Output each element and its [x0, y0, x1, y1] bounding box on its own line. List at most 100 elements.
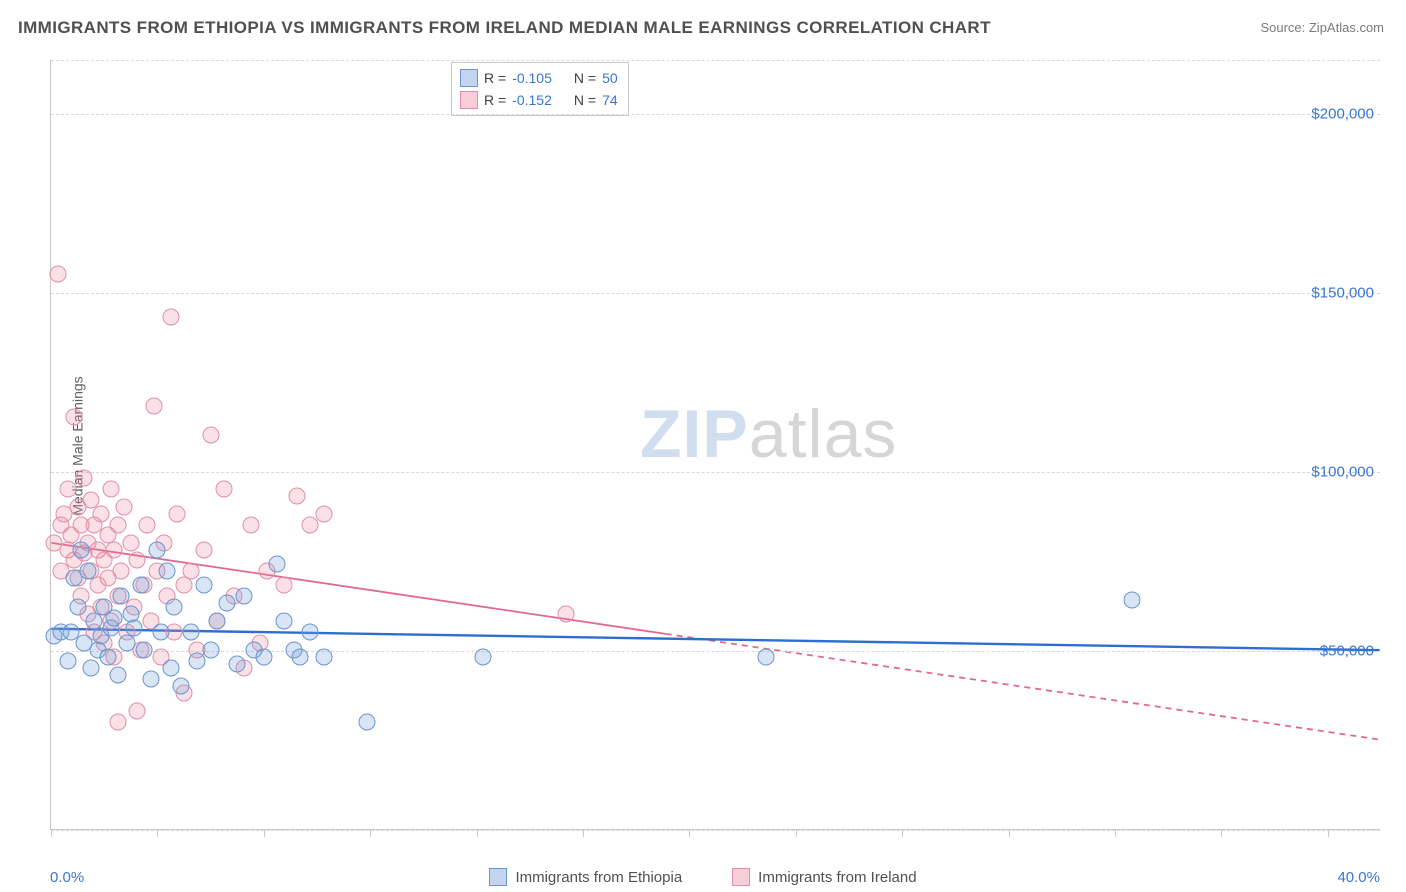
scatter-point — [209, 613, 226, 630]
scatter-point — [152, 624, 169, 641]
scatter-point — [92, 505, 109, 522]
scatter-point — [229, 656, 246, 673]
x-tick — [157, 829, 158, 837]
stat-label: N = — [574, 67, 596, 89]
scatter-point — [59, 480, 76, 497]
x-tick — [689, 829, 690, 837]
scatter-point — [72, 541, 89, 558]
scatter-point — [82, 659, 99, 676]
x-tick — [264, 829, 265, 837]
x-tick — [583, 829, 584, 837]
scatter-point — [162, 659, 179, 676]
scatter-point — [182, 624, 199, 641]
scatter-point — [219, 595, 236, 612]
scatter-point — [195, 541, 212, 558]
chart-title: IMMIGRANTS FROM ETHIOPIA VS IMMIGRANTS F… — [18, 18, 991, 38]
scatter-point — [475, 649, 492, 666]
scatter-point — [109, 667, 126, 684]
scatter-point — [112, 563, 129, 580]
scatter-point — [182, 563, 199, 580]
gridline — [51, 60, 1380, 61]
x-tick — [902, 829, 903, 837]
x-tick — [1009, 829, 1010, 837]
source-label: Source: ZipAtlas.com — [1260, 20, 1384, 35]
scatter-point — [1123, 591, 1140, 608]
scatter-point — [162, 308, 179, 325]
scatter-point — [302, 624, 319, 641]
scatter-point — [558, 606, 575, 623]
scatter-point — [69, 598, 86, 615]
scatter-point — [129, 552, 146, 569]
scatter-point — [59, 652, 76, 669]
scatter-point — [275, 613, 292, 630]
scatter-point — [255, 649, 272, 666]
scatter-point — [116, 498, 133, 515]
legend-swatch-icon — [489, 868, 507, 886]
legend-label: Immigrants from Ireland — [758, 869, 916, 886]
regression-line — [666, 634, 1380, 740]
scatter-point — [275, 577, 292, 594]
y-tick-label: $200,000 — [1311, 105, 1374, 122]
scatter-point — [159, 563, 176, 580]
legend-swatch-icon — [732, 868, 750, 886]
stat-n-value: 50 — [602, 67, 618, 89]
scatter-point — [76, 470, 93, 487]
scatter-point — [122, 534, 139, 551]
legend-swatch-icon — [460, 69, 478, 87]
y-tick-label: $150,000 — [1311, 284, 1374, 301]
regression-lines-layer — [51, 60, 1380, 829]
correlation-stats-box: R =-0.105N =50R =-0.152N =74 — [451, 62, 629, 116]
gridline — [51, 293, 1380, 294]
legend-item: Immigrants from Ireland — [732, 868, 916, 886]
scatter-point — [126, 620, 143, 637]
scatter-point — [202, 427, 219, 444]
stat-label: R = — [484, 89, 506, 111]
scatter-point — [112, 588, 129, 605]
stat-r-value: -0.105 — [512, 67, 552, 89]
legend-item: Immigrants from Ethiopia — [489, 868, 682, 886]
x-tick — [1115, 829, 1116, 837]
legend-swatch-icon — [460, 91, 478, 109]
scatter-point — [109, 713, 126, 730]
scatter-point — [757, 649, 774, 666]
scatter-point — [132, 577, 149, 594]
gridline — [51, 830, 1380, 831]
scatter-point — [215, 480, 232, 497]
scatter-point — [139, 516, 156, 533]
scatter-point — [166, 598, 183, 615]
x-tick — [1328, 829, 1329, 837]
scatter-point — [49, 265, 66, 282]
scatter-point — [358, 713, 375, 730]
legend-label: Immigrants from Ethiopia — [515, 869, 682, 886]
scatter-point — [315, 649, 332, 666]
scatter-point — [102, 480, 119, 497]
gridline — [51, 472, 1380, 473]
scatter-point — [292, 649, 309, 666]
scatter-point — [172, 677, 189, 694]
scatter-point — [149, 541, 166, 558]
x-tick — [477, 829, 478, 837]
scatter-point — [129, 702, 146, 719]
scatter-point — [169, 505, 186, 522]
x-tick — [370, 829, 371, 837]
scatter-point — [315, 505, 332, 522]
scatter-point — [136, 641, 153, 658]
plot-area: R =-0.105N =50R =-0.152N =74 $50,000$100… — [50, 60, 1380, 830]
scatter-point — [79, 563, 96, 580]
gridline — [51, 114, 1380, 115]
scatter-point — [289, 487, 306, 504]
scatter-point — [235, 588, 252, 605]
y-tick-label: $50,000 — [1320, 642, 1374, 659]
scatter-point — [142, 670, 159, 687]
bottom-legend: Immigrants from Ethiopia Immigrants from … — [0, 868, 1406, 886]
scatter-point — [99, 649, 116, 666]
stat-r-value: -0.152 — [512, 89, 552, 111]
scatter-point — [106, 609, 123, 626]
scatter-point — [269, 555, 286, 572]
stat-label: N = — [574, 89, 596, 111]
scatter-point — [109, 516, 126, 533]
scatter-point — [195, 577, 212, 594]
x-tick — [796, 829, 797, 837]
scatter-point — [66, 409, 83, 426]
stats-row: R =-0.105N =50 — [460, 67, 618, 89]
